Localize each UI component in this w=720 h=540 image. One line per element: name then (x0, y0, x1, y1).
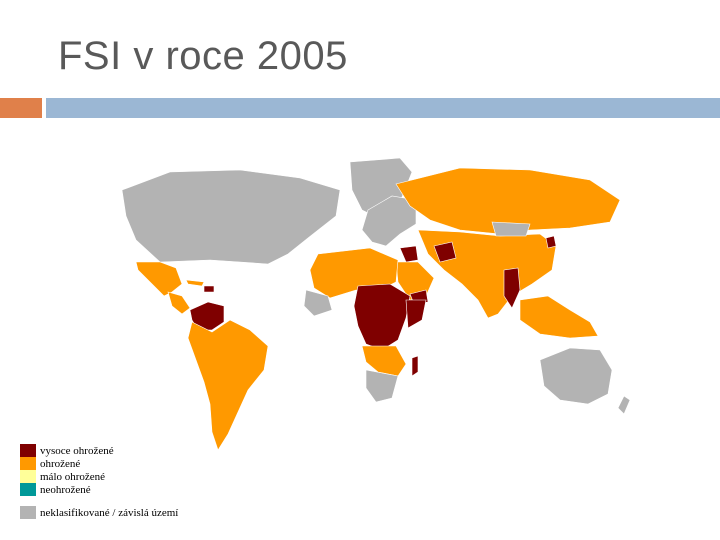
legend-swatch (20, 483, 36, 496)
region-iraq (399, 245, 419, 263)
region-central-africa (353, 283, 411, 351)
region-north-america (121, 169, 341, 265)
legend-swatch (20, 470, 36, 483)
region-central-america (167, 291, 191, 315)
region-australia (539, 347, 613, 405)
region-horn-africa (405, 299, 427, 329)
legend-label: vysoce ohrožené (40, 444, 114, 457)
title-accent-bar (0, 98, 42, 118)
legend-swatch (20, 444, 36, 457)
region-mexico (135, 261, 183, 297)
region-south-america (187, 319, 269, 451)
map-legend: vysoce ohrožené ohrožené málo ohrožené n… (20, 444, 178, 519)
region-cuba (185, 279, 205, 287)
region-north-korea (545, 235, 557, 249)
region-russia (395, 167, 621, 235)
region-colombia-venezuela (189, 301, 225, 331)
legend-item: vysoce ohrožené (20, 444, 178, 457)
legend-item-unclassified: neklasifikované / závislá území (20, 506, 178, 519)
region-madagascar (411, 355, 419, 377)
legend-label: málo ohrožené (40, 470, 106, 483)
legend-label: neohrožené (40, 483, 91, 496)
legend-label: ohrožené (40, 457, 81, 470)
region-south-africa-gray (365, 369, 399, 403)
legend-label: neklasifikované / závislá území (40, 506, 179, 519)
region-west-africa (303, 289, 333, 317)
region-europe (361, 195, 417, 247)
region-se-asia (519, 295, 599, 339)
region-afghanistan (433, 241, 457, 263)
legend-swatch (20, 506, 36, 519)
region-myanmar (503, 267, 521, 309)
world-map (100, 150, 640, 451)
legend-item: neohrožené (20, 483, 178, 496)
title-divider-bar (46, 98, 720, 118)
legend-item: málo ohrožené (20, 470, 178, 483)
slide-title: FSI v roce 2005 (58, 34, 348, 78)
legend-swatch (20, 457, 36, 470)
world-map-svg (121, 157, 631, 451)
region-new-zealand (617, 395, 631, 415)
legend-item: ohrožené (20, 457, 178, 470)
region-haiti (203, 285, 215, 293)
region-mongolia (491, 221, 531, 237)
